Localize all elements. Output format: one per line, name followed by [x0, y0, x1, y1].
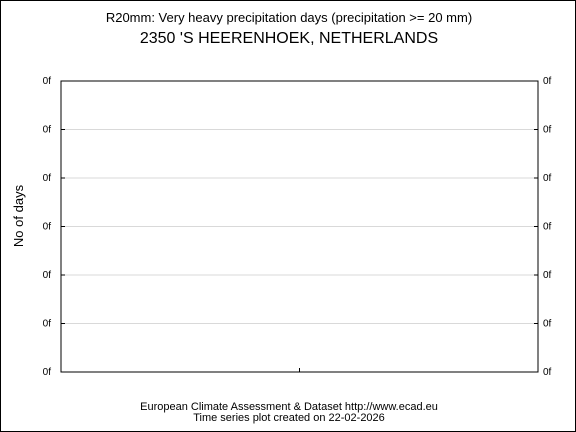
y-tick-label: 0f — [43, 319, 52, 330]
y-tick-labels-left: 0f 0f 0f 0f 0f 0f 0f — [43, 76, 52, 378]
axis-ticks — [61, 80, 538, 373]
y-axis-label: No of days — [11, 184, 26, 247]
grid-lines — [61, 129, 538, 324]
y-tick-label-right: 0f — [543, 270, 552, 281]
y-tick-label-right: 0f — [543, 76, 552, 87]
y-tick-label: 0f — [43, 125, 52, 136]
footer-credit: European Climate Assessment & Dataset ht… — [140, 401, 438, 413]
y-tick-label: 0f — [43, 222, 52, 233]
y-tick-label-right: 0f — [543, 173, 552, 184]
chart-subtitle: 2350 'S HEERENHOEK, NETHERLANDS — [140, 30, 438, 47]
y-tick-label-right: 0f — [543, 319, 552, 330]
y-tick-label: 0f — [43, 173, 52, 184]
y-tick-label: 0f — [43, 270, 52, 281]
y-tick-label-right: 0f — [543, 222, 552, 233]
footer-date: Time series plot created on 22-02-2026 — [193, 412, 385, 424]
y-tick-label: 0f — [43, 76, 52, 87]
chart-title: R20mm: Very heavy precipitation days (pr… — [106, 10, 472, 25]
y-tick-label-right: 0f — [543, 125, 552, 136]
y-tick-label-right: 0f — [543, 367, 552, 378]
y-tick-labels-right: 0f 0f 0f 0f 0f 0f 0f — [543, 76, 552, 378]
y-tick-label: 0f — [43, 367, 52, 378]
